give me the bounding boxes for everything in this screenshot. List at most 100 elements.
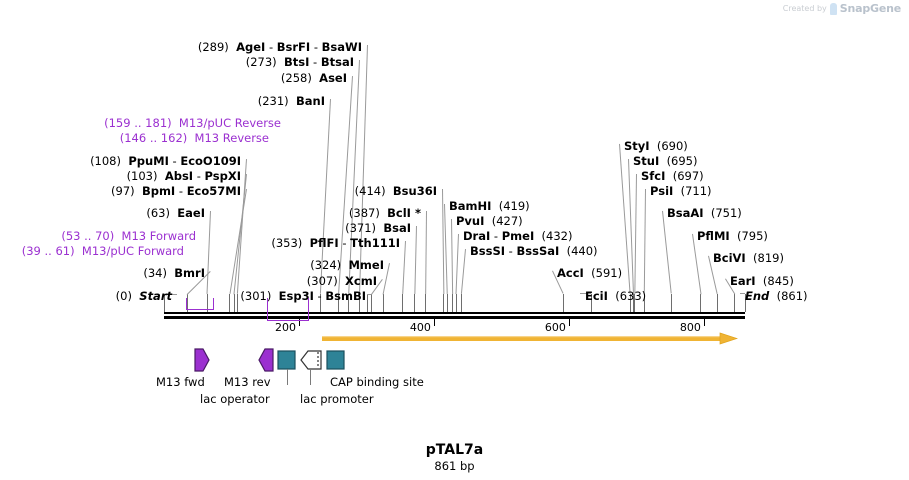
- cut-site-tick: [206, 294, 208, 312]
- m13-fwd-feature-glyph[interactable]: [194, 348, 210, 372]
- ruler-tick: [298, 319, 300, 326]
- plasmid-length: 861 bp: [434, 459, 475, 473]
- site-label-eari[interactable]: EarI (845): [730, 274, 794, 288]
- cut-site-tick: [562, 294, 564, 312]
- ruler-line-top: [164, 312, 745, 314]
- page-title: pTAL7a: [425, 442, 484, 458]
- site-label-sfci[interactable]: SfcI (697): [641, 169, 704, 183]
- primer-label-m13puc-rev[interactable]: (159 .. 181) M13/pUC Reverse: [104, 116, 281, 130]
- cut-site-tick: [319, 294, 321, 312]
- cut-site-tick: [670, 294, 672, 312]
- site-label-bsaai[interactable]: BsaAI (751): [667, 206, 742, 220]
- label-leader-line: [460, 249, 466, 295]
- cut-site-tick: [745, 294, 746, 312]
- cut-site-tick: [402, 294, 404, 312]
- site-label-drai[interactable]: DraI - PmeI (432): [463, 229, 573, 243]
- site-label-bamhi[interactable]: BamHI (419): [449, 199, 530, 213]
- feature-label-m13-rev-feature[interactable]: M13 rev: [224, 375, 271, 389]
- primer-bracket-m13-rev: [267, 298, 309, 321]
- watermark-prefix: Created by: [782, 4, 827, 13]
- cut-site-tick: [371, 294, 373, 312]
- ruler-tick-label: 400: [409, 321, 431, 334]
- cut-site-tick: [455, 294, 457, 312]
- label-leader-line: [662, 210, 672, 294]
- site-label-pvui[interactable]: PvuI (427): [456, 214, 523, 228]
- cut-site-tick: [632, 294, 634, 312]
- cut-site-tick: [452, 294, 454, 312]
- site-label-bsai[interactable]: (371) BsaI: [345, 221, 411, 235]
- label-leader-line: [402, 241, 406, 295]
- site-label-bsssi[interactable]: BssSI - BssSaI (440): [470, 244, 598, 258]
- site-label-end[interactable]: End (861): [745, 289, 808, 303]
- site-label-xcmi[interactable]: (307) XcmI: [306, 274, 377, 288]
- cut-site-tick: [734, 294, 736, 312]
- ruler-tick: [568, 319, 570, 326]
- feature-label-lac-promoter[interactable]: lac promoter: [300, 392, 374, 406]
- label-leader-line: [425, 211, 427, 295]
- site-label-ppumi[interactable]: (108) PpuMI - EcoO109I: [90, 154, 241, 168]
- lac-operator-glyph[interactable]: [277, 350, 296, 370]
- primer-bracket-m13-fwd: [186, 298, 214, 310]
- label-leader-line: [359, 45, 368, 295]
- cut-site-tick: [591, 294, 593, 312]
- cut-site-tick: [460, 294, 462, 312]
- cut-site-tick: [186, 294, 188, 312]
- site-label-btsi[interactable]: (273) BtsI - BtsaI: [245, 55, 354, 69]
- primer-label-m13-fwd[interactable]: (53 .. 70) M13 Forward: [61, 229, 196, 243]
- site-label-pflfi[interactable]: (353) PflFI - Tth111I: [271, 236, 400, 250]
- primer-label-m13puc-fwd[interactable]: (39 .. 61) M13/pUC Forward: [21, 244, 184, 258]
- lac-promoter-leader: [310, 369, 311, 385]
- ruler-line-bottom: [164, 316, 745, 319]
- site-label-bmri[interactable]: (34) BmrI: [143, 266, 205, 280]
- label-leader-line: [634, 174, 637, 295]
- site-label-bani[interactable]: (231) BanI: [257, 94, 325, 108]
- lac-promoter-glyph[interactable]: [300, 349, 322, 371]
- label-leader-line: [206, 211, 211, 295]
- m13-rev-feature-glyph[interactable]: [258, 348, 274, 372]
- site-label-agei[interactable]: (289) AgeI - BsrFI - BsaWI: [197, 40, 362, 54]
- site-label-mmei[interactable]: (324) MmeI: [310, 258, 384, 272]
- primer-label-m13-rev[interactable]: (146 .. 162) M13 Reverse: [119, 131, 269, 145]
- watermark-brand: SnapGene: [839, 2, 901, 15]
- cut-site-tick: [700, 294, 702, 312]
- cut-site-tick: [716, 294, 718, 312]
- feature-label-cap-binding-site[interactable]: CAP binding site: [330, 375, 424, 389]
- site-label-bcivi[interactable]: BciVI (819): [713, 251, 784, 265]
- feature-label-m13-fwd-feature[interactable]: M13 fwd: [156, 375, 205, 389]
- orf-arrow[interactable]: [322, 332, 738, 346]
- site-label-acci[interactable]: AccI (591): [557, 266, 623, 280]
- site-label-esp3i[interactable]: (301) Esp3I - BsmBI: [240, 289, 366, 303]
- cut-site-tick: [643, 294, 645, 312]
- site-label-ecii[interactable]: EciI (633): [585, 289, 647, 303]
- label-leader-line: [455, 234, 459, 295]
- cut-site-tick: [443, 294, 445, 312]
- cut-site-tick: [348, 294, 350, 312]
- site-label-absi[interactable]: (103) AbsI - PspXI: [126, 169, 241, 183]
- cut-site-tick: [382, 294, 384, 312]
- ruler-tick-label: 600: [544, 321, 566, 334]
- cut-site-tick: [338, 294, 340, 312]
- site-label-pflmi[interactable]: PflMI (795): [697, 229, 768, 243]
- site-label-stui[interactable]: StuI (695): [633, 154, 698, 168]
- site-label-eaei[interactable]: (63) EaeI: [146, 206, 205, 220]
- label-leader-line: [451, 218, 454, 294]
- snapgene-logo-icon: [829, 2, 837, 15]
- site-label-bpmi[interactable]: (97) BpmI - Eco57MI: [111, 184, 241, 198]
- cap-binding-site-glyph[interactable]: [326, 350, 345, 370]
- feature-label-lac-operator[interactable]: lac operator: [200, 392, 270, 406]
- site-label-asei[interactable]: (258) AseI: [280, 71, 347, 85]
- cut-site-tick: [229, 294, 231, 312]
- cut-site-tick: [233, 294, 235, 312]
- lac-operator-leader: [287, 369, 288, 385]
- label-leader-line: [444, 203, 448, 294]
- site-label-bsu36i[interactable]: (414) Bsu36I: [354, 184, 437, 198]
- site-label-psii[interactable]: PsiI (711): [650, 184, 712, 198]
- cut-site-tick: [164, 294, 165, 312]
- label-leader-line: [643, 189, 646, 295]
- site-label-start[interactable]: (0) Start: [115, 289, 172, 303]
- site-label-bcli[interactable]: (387) BclI *: [348, 206, 421, 220]
- cut-site-tick: [367, 294, 369, 312]
- site-label-styi[interactable]: StyI (690): [624, 139, 688, 153]
- ruler-tick: [433, 319, 435, 326]
